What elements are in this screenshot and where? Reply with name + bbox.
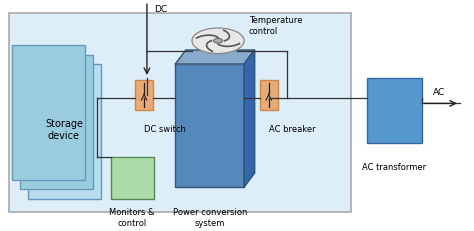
Bar — [260, 81, 278, 111]
Text: AC transformer: AC transformer — [362, 162, 427, 171]
Text: DC: DC — [154, 5, 167, 14]
Text: DC switch: DC switch — [144, 125, 186, 134]
Bar — [20, 55, 93, 189]
Text: Storage
device: Storage device — [45, 119, 83, 140]
Bar — [111, 157, 154, 199]
Circle shape — [213, 39, 223, 44]
Polygon shape — [244, 51, 255, 187]
Bar — [28, 65, 101, 199]
Bar — [9, 14, 351, 213]
Polygon shape — [175, 51, 255, 65]
Bar — [135, 81, 153, 111]
Text: Temperature
control: Temperature control — [249, 16, 302, 36]
Text: Power conversion
system: Power conversion system — [173, 207, 247, 227]
Bar — [367, 79, 422, 143]
Text: Monitors &
control: Monitors & control — [109, 207, 155, 227]
Bar — [175, 65, 244, 187]
Text: AC: AC — [433, 88, 445, 97]
Circle shape — [192, 29, 244, 54]
Bar — [12, 46, 85, 180]
Text: AC breaker: AC breaker — [269, 125, 315, 134]
